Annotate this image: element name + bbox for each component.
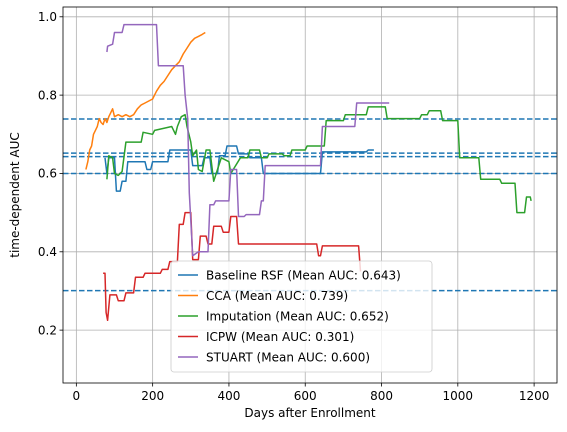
plot-frame [62, 6, 558, 384]
series-line [85, 31, 206, 170]
x-axis-label: Days after Enrollment [244, 406, 376, 420]
legend-entry: STUART (Mean AUC: 0.600) [206, 350, 370, 364]
y-tick-label: 1.0 [38, 10, 57, 24]
x-tick-label: 400 [217, 389, 240, 403]
series-line [104, 145, 374, 192]
series-line [106, 23, 390, 257]
x-tick-label: 0 [73, 389, 81, 403]
x-tick-label: 1000 [443, 389, 474, 403]
y-tick-label: 0.4 [38, 245, 57, 259]
series-line [106, 106, 532, 214]
legend: Baseline RSF (Mean AUC: 0.643) CCA (Mean … [170, 260, 433, 373]
y-tick-label: 0.2 [38, 323, 57, 337]
x-axis-ticks: 0 200 400 600 800 1000 1200 [73, 383, 550, 403]
legend-entry: ICPW (Mean AUC: 0.301) [206, 330, 354, 344]
y-axis-ticks: 0.2 0.4 0.6 0.8 1.0 [38, 10, 63, 337]
x-tick-label: 600 [294, 389, 317, 403]
x-tick-label: 800 [370, 389, 393, 403]
reference-lines [63, 118, 557, 292]
legend-entry: Imputation (Mean AUC: 0.652) [206, 309, 389, 323]
y-tick-label: 0.6 [38, 167, 57, 181]
y-axis-label: time-dependent AUC [8, 132, 22, 258]
x-tick-label: 1200 [519, 389, 550, 403]
legend-entry: CCA (Mean AUC: 0.739) [206, 289, 348, 303]
x-tick-label: 200 [141, 389, 164, 403]
series-line [103, 211, 362, 322]
legend-box [170, 260, 433, 373]
series-lines [85, 23, 532, 322]
y-tick-label: 0.8 [38, 88, 57, 102]
legend-entry: Baseline RSF (Mean AUC: 0.643) [206, 268, 401, 282]
